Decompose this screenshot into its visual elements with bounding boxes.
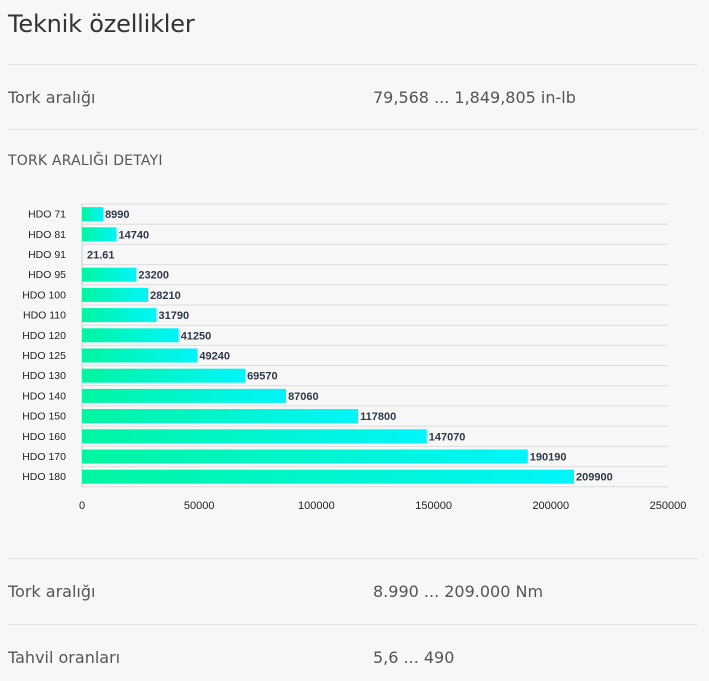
x-tick-label: 100000 xyxy=(298,500,335,512)
category-label: HDO 120 xyxy=(22,330,66,342)
bar xyxy=(82,328,179,343)
bar-value-label: 8990 xyxy=(105,209,129,221)
spec-value-torque-inlb: 79,568 ... 1,849,805 in-lb xyxy=(373,88,576,107)
category-label: HDO 130 xyxy=(22,370,66,382)
category-label: HDO 160 xyxy=(22,431,66,443)
category-label: HDO 91 xyxy=(28,249,66,261)
bar-value-label: 41250 xyxy=(181,330,212,342)
divider xyxy=(8,624,698,625)
bar xyxy=(82,449,528,464)
bar-value-label: 209900 xyxy=(576,472,613,484)
divider xyxy=(8,64,698,65)
category-label: HDO 110 xyxy=(23,310,66,322)
bar-value-label: 49240 xyxy=(199,351,230,363)
bar-value-label: 23200 xyxy=(138,270,169,282)
bar xyxy=(82,267,137,282)
bar xyxy=(82,388,287,403)
torque-bar-chart: HDO 71 8990 HDO 81 14740 HDO 91 21.61 HDO 95 23… xyxy=(22,203,687,512)
divider xyxy=(8,558,698,559)
category-label: HDO 81 xyxy=(28,229,66,241)
bar xyxy=(82,207,104,222)
x-tick-label: 0 xyxy=(79,500,85,512)
category-label: HDO 95 xyxy=(28,269,66,281)
bar xyxy=(82,368,246,383)
category-label: HDO 100 xyxy=(22,289,66,301)
bar-value-label: 69570 xyxy=(247,371,278,383)
bar xyxy=(82,287,149,302)
spec-label-gear-ratios: Tahvil oranları xyxy=(8,648,121,667)
bar xyxy=(82,348,198,363)
spec-label-torque-inlb: Tork aralığı xyxy=(8,88,96,107)
chart-section-title: TORK ARALIĞI DETAYI xyxy=(8,153,163,169)
x-tick-label: 50000 xyxy=(184,500,215,512)
bar xyxy=(82,227,117,242)
bar-value-label: 117800 xyxy=(360,411,396,423)
bar-value-label: 147070 xyxy=(429,431,466,443)
category-label: HDO 125 xyxy=(22,350,66,362)
category-label: HDO 71 xyxy=(28,209,66,221)
spec-value-gear-ratios: 5,6 ... 490 xyxy=(373,648,455,667)
bar-value-label: 14740 xyxy=(119,229,150,241)
category-label: HDO 180 xyxy=(22,471,66,483)
bar xyxy=(82,409,359,424)
spec-value-torque-nm: 8.990 ... 209.000 Nm xyxy=(373,582,544,601)
spec-label-torque-nm: Tork aralığı xyxy=(8,582,96,601)
x-tick-label: 250000 xyxy=(650,500,687,512)
bar-value-label: 190190 xyxy=(530,452,567,464)
x-tick-label: 150000 xyxy=(415,500,452,512)
page-title: Teknik özellikler xyxy=(8,10,195,38)
bar xyxy=(82,308,157,323)
category-label: HDO 170 xyxy=(22,451,66,463)
bar-value-label: 87060 xyxy=(288,391,319,403)
bar-value-label: 21.61 xyxy=(87,250,115,262)
category-label: HDO 140 xyxy=(22,390,66,402)
divider xyxy=(8,129,698,130)
x-tick-label: 200000 xyxy=(532,500,569,512)
bar-value-label: 31790 xyxy=(159,310,190,322)
bar xyxy=(82,469,575,484)
category-label: HDO 150 xyxy=(22,411,66,423)
bar xyxy=(82,429,427,444)
bar-value-label: 28210 xyxy=(150,290,181,302)
